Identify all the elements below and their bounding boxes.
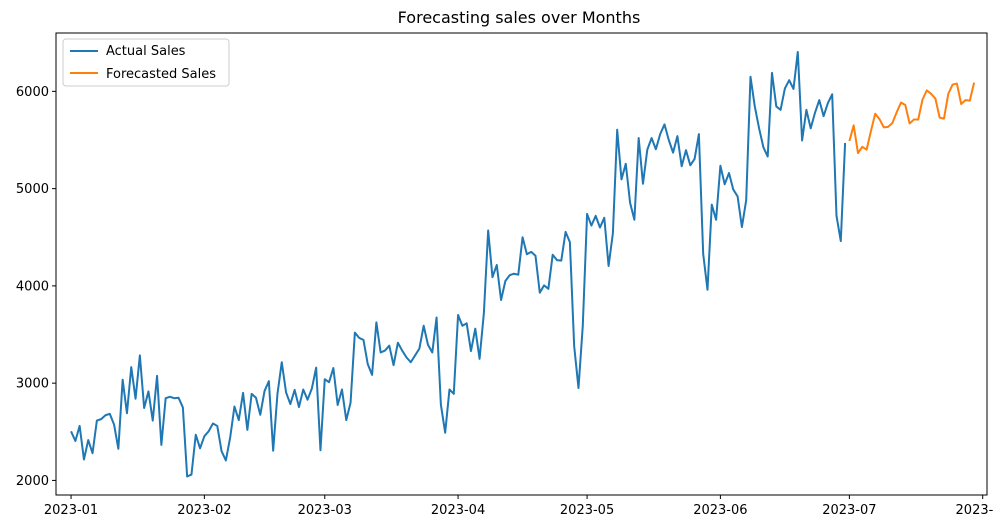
series-line-forecasted-sales xyxy=(848,82,976,155)
x-tick-label: 2023-05 xyxy=(560,503,614,518)
y-tick-label: 5000 xyxy=(16,182,49,197)
chart-title: Forecasting sales over Months xyxy=(398,8,641,27)
ticks-layer: 2023-01 2023-02 2023-03 2023-04 2023-05 2023-… xyxy=(16,85,994,518)
legend-box xyxy=(62,38,230,87)
x-tick-label: 2023-08 xyxy=(956,503,994,518)
series-layer xyxy=(70,50,976,478)
x-tick-label: 2023-01 xyxy=(44,503,98,518)
legend-label-forecast: Forecasted Sales xyxy=(106,67,216,82)
legend-label-actual: Actual Sales xyxy=(106,44,186,59)
plot-frame xyxy=(55,32,988,496)
x-tick-label: 2023-06 xyxy=(693,503,747,518)
x-tick-label: 2023-07 xyxy=(822,503,876,518)
legend: Actual Sales Forecasted Sales xyxy=(62,38,230,87)
y-tick-label: 4000 xyxy=(16,279,49,294)
series-line-actual-sales xyxy=(70,50,847,478)
y-tick-label: 6000 xyxy=(16,85,49,100)
y-tick-label: 3000 xyxy=(16,377,49,392)
y-tick-label: 2000 xyxy=(16,474,49,489)
x-tick-label: 2023-02 xyxy=(177,503,231,518)
x-tick-label: 2023-04 xyxy=(431,503,485,518)
x-tick-label: 2023-03 xyxy=(298,503,352,518)
